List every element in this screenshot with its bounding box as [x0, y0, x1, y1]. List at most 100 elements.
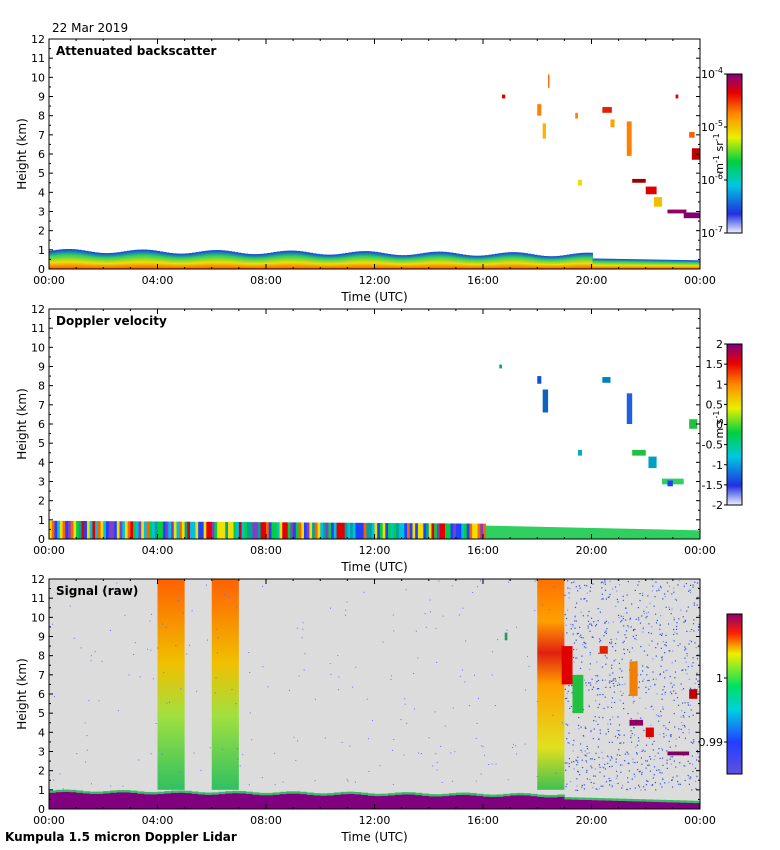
signal-noise: [612, 621, 614, 623]
signal-boundary-layer: [388, 795, 396, 809]
signal-noise: [618, 617, 620, 619]
velocity-boundary-layer: [504, 526, 508, 539]
signal-noise: [417, 657, 419, 659]
signal-noise: [644, 789, 646, 791]
signal-noise: [621, 676, 623, 678]
signal-noise: [583, 679, 586, 681]
signal-noise: [593, 720, 595, 722]
signal-noise: [604, 621, 606, 623]
y-tick-label: 0: [38, 533, 45, 546]
signal-noise: [607, 728, 609, 730]
signal-noise: [611, 667, 613, 669]
signal-noise: [677, 645, 679, 647]
signal-noise: [698, 686, 700, 688]
backscatter-boundary-layer: [592, 258, 597, 269]
signal-noise: [589, 652, 591, 654]
signal-noise: [565, 769, 567, 771]
signal-noise: [661, 659, 663, 661]
velocity-boundary-layer: [561, 527, 565, 539]
panel-title: Attenuated backscatter: [56, 44, 216, 58]
backscatter-boundary-layer: [358, 251, 362, 269]
backscatter-boundary-layer: [162, 252, 167, 269]
backscatter-boundary-layer: [127, 250, 131, 269]
velocity-boundary-layer: [369, 522, 373, 539]
signal-boundary-top: [171, 790, 179, 793]
signal-noise: [687, 704, 690, 706]
signal-noise: [682, 724, 684, 726]
signal-boundary-top: [62, 789, 70, 792]
signal-noise: [330, 674, 332, 676]
signal-noise: [617, 782, 619, 785]
y-tick-label: 8: [38, 110, 45, 123]
signal-boundary-layer: [564, 799, 572, 809]
signal-noise: [565, 698, 567, 700]
signal-boundary-top: [408, 792, 416, 795]
velocity-boundary-layer: [152, 521, 156, 539]
signal-noise: [629, 617, 631, 619]
signal-noise: [69, 605, 71, 607]
signal-noise: [658, 716, 660, 718]
signal-noise: [678, 580, 680, 582]
backscatter-boundary-layer: [566, 254, 571, 269]
signal-noise: [684, 711, 686, 714]
signal-noise: [604, 768, 607, 770]
signal-noise: [599, 729, 601, 731]
signal-noise: [612, 716, 614, 718]
signal-noise: [601, 666, 604, 668]
signal-noise: [579, 626, 581, 628]
signal-noise: [675, 738, 677, 740]
signal-boundary-top: [686, 800, 694, 803]
signal-noise: [646, 612, 648, 614]
backscatter-boundary-layer: [309, 252, 314, 269]
signal-noise: [640, 757, 642, 759]
velocity-boundary-layer: [575, 527, 579, 539]
y-tick-label: 1: [38, 514, 45, 527]
backscatter-boundary-layer: [686, 260, 691, 269]
signal-boundary-top: [333, 792, 341, 795]
signal-noise: [689, 630, 691, 633]
signal-noise: [237, 758, 239, 760]
signal-noise: [602, 717, 604, 719]
signal-noise: [634, 589, 636, 591]
signal-noise: [571, 582, 573, 584]
signal-noise: [693, 739, 695, 741]
signal-noise: [175, 645, 177, 647]
velocity-boundary-layer: [613, 528, 617, 539]
velocity-boundary-layer: [518, 526, 522, 539]
signal-noise: [619, 764, 622, 766]
signal-noise: [568, 742, 570, 744]
signal-noise: [682, 616, 684, 618]
backscatter-boundary-layer: [573, 253, 577, 269]
signal-noise: [638, 581, 640, 583]
signal-noise: [571, 692, 573, 694]
signal-noise: [598, 688, 600, 690]
signal-noise: [596, 694, 599, 696]
signal-noise: [642, 594, 644, 596]
signal-noise: [673, 712, 675, 715]
signal-noise: [586, 761, 588, 763]
signal-noise: [597, 608, 599, 610]
signal-noise: [659, 623, 661, 626]
velocity-boundary-layer: [618, 528, 622, 539]
signal-noise: [441, 781, 443, 783]
velocity-boundary-layer: [523, 526, 527, 539]
velocity-boundary-layer: [360, 522, 365, 539]
backscatter-boundary-layer: [312, 253, 317, 269]
signal-noise: [646, 666, 648, 668]
signal-noise: [329, 663, 331, 665]
signal-noise: [627, 626, 629, 628]
signal-noise: [662, 641, 664, 643]
signal-boundary-layer: [625, 801, 633, 809]
signal-boundary-layer: [449, 795, 457, 809]
signal-noise: [567, 690, 569, 692]
signal-noise: [314, 698, 316, 700]
signal-noise: [660, 587, 662, 589]
velocity-boundary-layer: [488, 525, 492, 539]
signal-noise: [588, 705, 590, 708]
signal-noise: [671, 593, 673, 595]
signal-noise: [337, 689, 339, 691]
signal-noise: [696, 658, 699, 660]
velocity-boundary-layer: [420, 523, 424, 539]
signal-noise: [670, 735, 672, 738]
